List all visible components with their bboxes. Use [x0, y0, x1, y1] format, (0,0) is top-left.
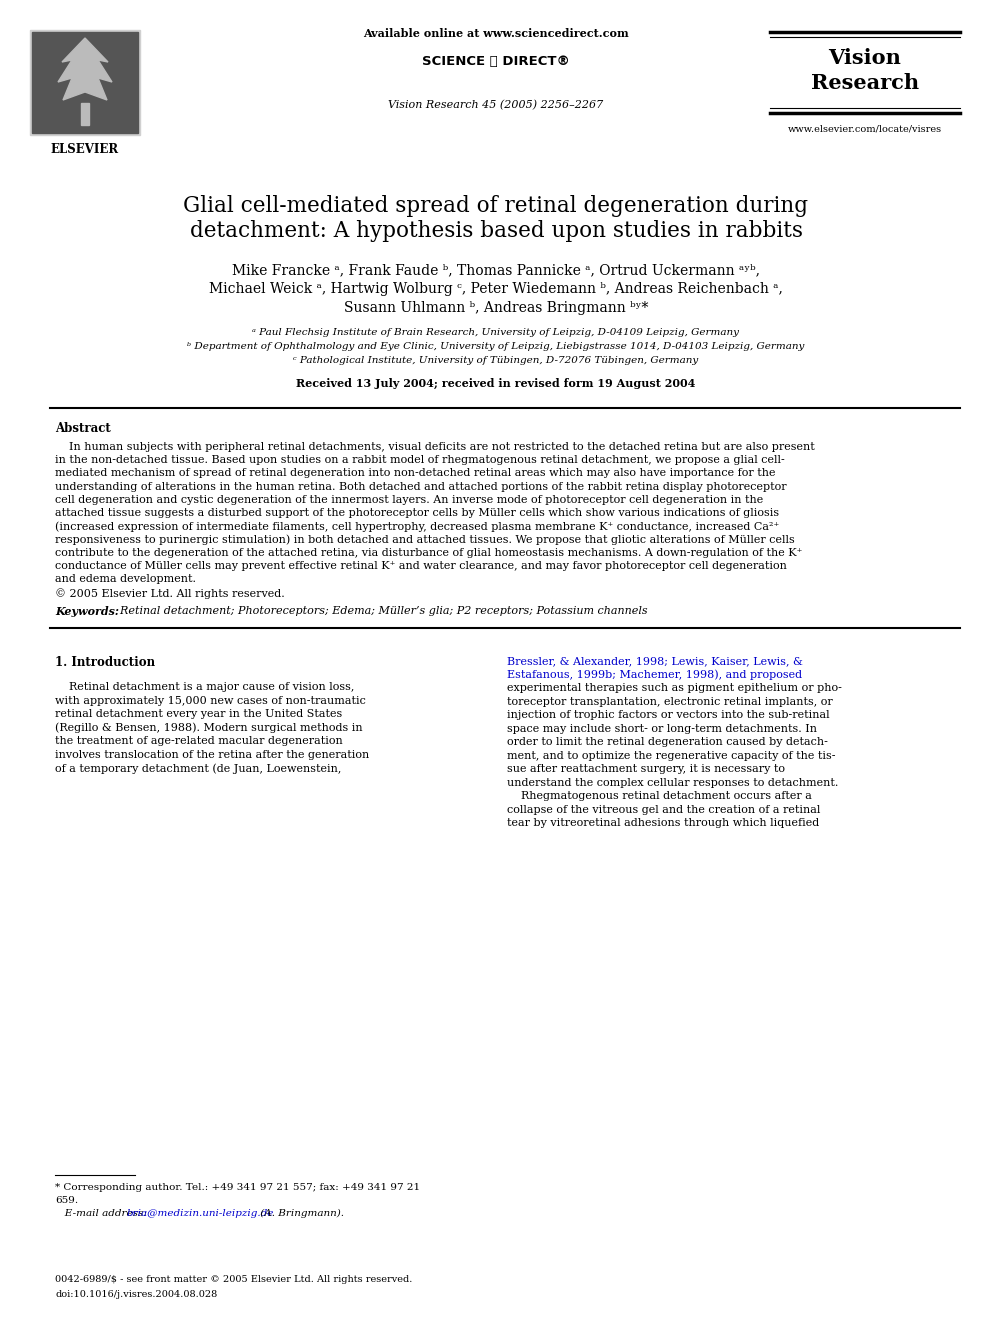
Text: experimental therapies such as pigment epithelium or pho-: experimental therapies such as pigment e… [507, 684, 842, 693]
Text: retinal detachment every year in the United States: retinal detachment every year in the Uni… [55, 709, 342, 720]
Text: Available online at www.sciencedirect.com: Available online at www.sciencedirect.co… [363, 28, 629, 38]
Text: (Regillo & Bensen, 1988). Modern surgical methods in: (Regillo & Bensen, 1988). Modern surgica… [55, 722, 363, 733]
Text: doi:10.1016/j.visres.2004.08.028: doi:10.1016/j.visres.2004.08.028 [55, 1290, 217, 1299]
Text: of a temporary detachment (de Juan, Loewenstein,: of a temporary detachment (de Juan, Loew… [55, 763, 341, 774]
Text: order to limit the retinal degeneration caused by detach-: order to limit the retinal degeneration … [507, 737, 828, 747]
Text: Retinal detachment; Photoreceptors; Edema; Müller’s glia; P2 receptors; Potassiu: Retinal detachment; Photoreceptors; Edem… [113, 606, 648, 617]
Text: attached tissue suggests a disturbed support of the photoreceptor cells by Mülle: attached tissue suggests a disturbed sup… [55, 508, 779, 519]
Text: 0042-6989/$ - see front matter © 2005 Elsevier Ltd. All rights reserved.: 0042-6989/$ - see front matter © 2005 El… [55, 1275, 413, 1285]
Text: mediated mechanism of spread of retinal degeneration into non-detached retinal a: mediated mechanism of spread of retinal … [55, 468, 776, 479]
Text: Bressler, & Alexander, 1998; Lewis, Kaiser, Lewis, &: Bressler, & Alexander, 1998; Lewis, Kais… [507, 656, 803, 667]
Text: Glial cell-mediated spread of retinal degeneration during: Glial cell-mediated spread of retinal de… [184, 194, 808, 217]
Text: Michael Weick ᵃ, Hartwig Wolburg ᶜ, Peter Wiedemann ᵇ, Andreas Reichenbach ᵃ,: Michael Weick ᵃ, Hartwig Wolburg ᶜ, Pete… [209, 282, 783, 296]
Text: 659.: 659. [55, 1196, 78, 1205]
Text: Mike Francke ᵃ, Frank Faude ᵇ, Thomas Pannicke ᵃ, Ortrud Uckermann ᵃʸᵇ,: Mike Francke ᵃ, Frank Faude ᵇ, Thomas Pa… [232, 263, 760, 277]
Text: Vision: Vision [828, 48, 902, 67]
Text: tear by vitreoretinal adhesions through which liquefied: tear by vitreoretinal adhesions through … [507, 819, 819, 828]
Text: SCIENCE ⓓ DIRECT®: SCIENCE ⓓ DIRECT® [422, 56, 570, 67]
Polygon shape [58, 38, 112, 101]
Bar [30, 30, 140, 135]
Text: sue after reattachment surgery, it is necessary to: sue after reattachment surgery, it is ne… [507, 765, 785, 774]
Text: conductance of Müller cells may prevent effective retinal K⁺ and water clearance: conductance of Müller cells may prevent … [55, 561, 787, 570]
Text: * Corresponding author. Tel.: +49 341 97 21 557; fax: +49 341 97 21: * Corresponding author. Tel.: +49 341 97… [55, 1183, 421, 1192]
Text: bria@medizin.uni-leipzig.de: bria@medizin.uni-leipzig.de [127, 1209, 275, 1218]
Text: toreceptor transplantation, electronic retinal implants, or: toreceptor transplantation, electronic r… [507, 697, 832, 706]
Text: injection of trophic factors or vectors into the sub-retinal: injection of trophic factors or vectors … [507, 710, 829, 721]
Text: responsiveness to purinergic stimulation) in both detached and attached tissues.: responsiveness to purinergic stimulation… [55, 534, 795, 545]
Text: ment, and to optimize the regenerative capacity of the tis-: ment, and to optimize the regenerative c… [507, 751, 835, 761]
Bar [32, 32, 138, 134]
Text: (A. Bringmann).: (A. Bringmann). [257, 1209, 344, 1218]
Text: detachment: A hypothesis based upon studies in rabbits: detachment: A hypothesis based upon stud… [189, 220, 803, 242]
Text: E-mail address:: E-mail address: [55, 1209, 150, 1218]
Text: Research: Research [810, 73, 919, 93]
Text: involves translocation of the retina after the generation: involves translocation of the retina aft… [55, 750, 369, 759]
Text: the treatment of age-related macular degeneration: the treatment of age-related macular deg… [55, 737, 343, 746]
Text: Vision Research 45 (2005) 2256–2267: Vision Research 45 (2005) 2256–2267 [389, 101, 603, 110]
Text: understanding of alterations in the human retina. Both detached and attached por: understanding of alterations in the huma… [55, 482, 787, 492]
Text: ᶜ Pathological Institute, University of Tübingen, D-72076 Tübingen, Germany: ᶜ Pathological Institute, University of … [294, 356, 698, 365]
Text: Estafanous, 1999b; Machemer, 1998), and proposed: Estafanous, 1999b; Machemer, 1998), and … [507, 669, 803, 680]
Text: understand the complex cellular responses to detachment.: understand the complex cellular response… [507, 778, 838, 789]
Text: ᵃ Paul Flechsig Institute of Brain Research, University of Leipzig, D-04109 Leip: ᵃ Paul Flechsig Institute of Brain Resea… [253, 328, 739, 337]
Text: collapse of the vitreous gel and the creation of a retinal: collapse of the vitreous gel and the cre… [507, 804, 820, 815]
Text: Received 13 July 2004; received in revised form 19 August 2004: Received 13 July 2004; received in revis… [297, 378, 695, 389]
Text: and edema development.: and edema development. [55, 574, 196, 583]
Text: (increased expression of intermediate filaments, cell hypertrophy, decreased pla: (increased expression of intermediate fi… [55, 521, 780, 532]
Text: with approximately 15,000 new cases of non-traumatic: with approximately 15,000 new cases of n… [55, 696, 366, 706]
Text: contribute to the degeneration of the attached retina, via disturbance of glial : contribute to the degeneration of the at… [55, 548, 803, 557]
Text: Keywords:: Keywords: [55, 606, 119, 618]
Text: In human subjects with peripheral retinal detachments, visual deficits are not r: In human subjects with peripheral retina… [55, 442, 814, 452]
Text: ᵇ Department of Ophthalmology and Eye Clinic, University of Leipzig, Liebigstras: ᵇ Department of Ophthalmology and Eye Cl… [187, 343, 805, 351]
Text: space may include short- or long-term detachments. In: space may include short- or long-term de… [507, 724, 817, 734]
Text: in the non-detached tissue. Based upon studies on a rabbit model of rhegmatogeno: in the non-detached tissue. Based upon s… [55, 455, 785, 466]
Text: Abstract: Abstract [55, 422, 111, 435]
Text: Rhegmatogenous retinal detachment occurs after a: Rhegmatogenous retinal detachment occurs… [507, 791, 811, 802]
Text: Retinal detachment is a major cause of vision loss,: Retinal detachment is a major cause of v… [55, 683, 354, 692]
Text: www.elsevier.com/locate/visres: www.elsevier.com/locate/visres [788, 124, 942, 134]
Text: ELSEVIER: ELSEVIER [51, 143, 119, 156]
Text: cell degeneration and cystic degeneration of the innermost layers. An inverse mo: cell degeneration and cystic degeneratio… [55, 495, 763, 505]
Text: © 2005 Elsevier Ltd. All rights reserved.: © 2005 Elsevier Ltd. All rights reserved… [55, 589, 285, 599]
Text: 1. Introduction: 1. Introduction [55, 656, 155, 669]
Bar [81, 103, 89, 124]
Text: Susann Uhlmann ᵇ, Andreas Bringmann ᵇʸ*: Susann Uhlmann ᵇ, Andreas Bringmann ᵇʸ* [344, 302, 648, 315]
